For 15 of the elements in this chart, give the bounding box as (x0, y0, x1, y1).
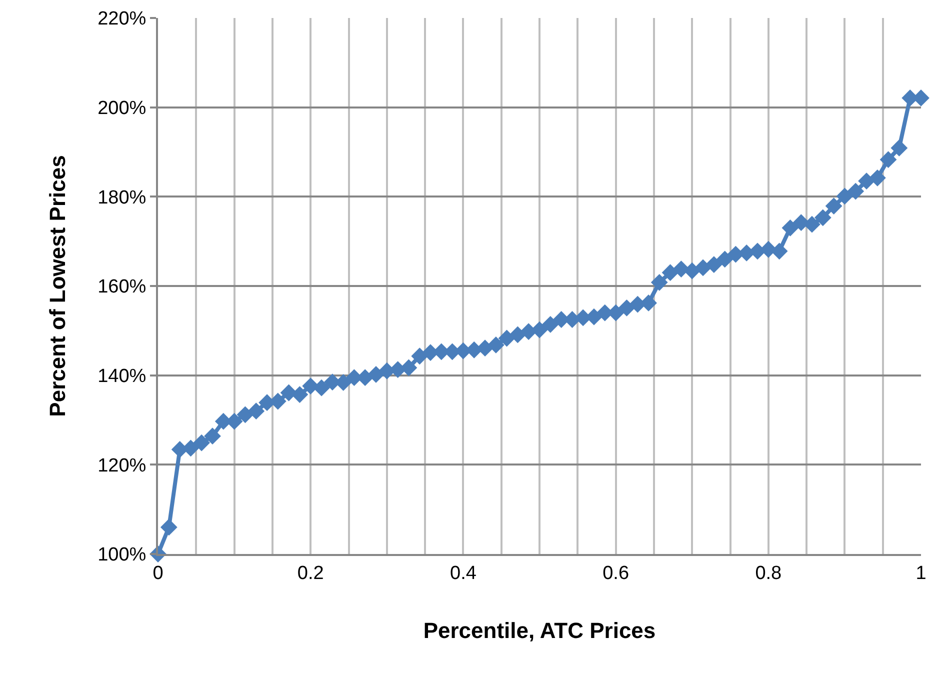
x-tick-label: 0 (152, 562, 164, 584)
y-tick-label: 200% (98, 98, 146, 119)
x-axis-title: Percentile, ATC Prices (423, 618, 656, 644)
y-tick-label: 140% (98, 366, 146, 387)
y-tick-label: 120% (98, 455, 146, 476)
y-axis-title: Percent of Lowest Prices (44, 155, 70, 417)
y-tick-label: 180% (98, 187, 146, 208)
x-tick-label: 1 (916, 562, 926, 584)
x-tick-label: 0.6 (602, 562, 630, 584)
x-tick-label: 0.2 (297, 562, 324, 584)
x-tick-label: 0.4 (450, 562, 477, 584)
y-tick-label: 100% (98, 544, 146, 566)
y-tick-label: 160% (98, 276, 146, 298)
x-tick-label: 0.8 (755, 562, 782, 584)
y-tick-label: 220% (98, 8, 146, 30)
